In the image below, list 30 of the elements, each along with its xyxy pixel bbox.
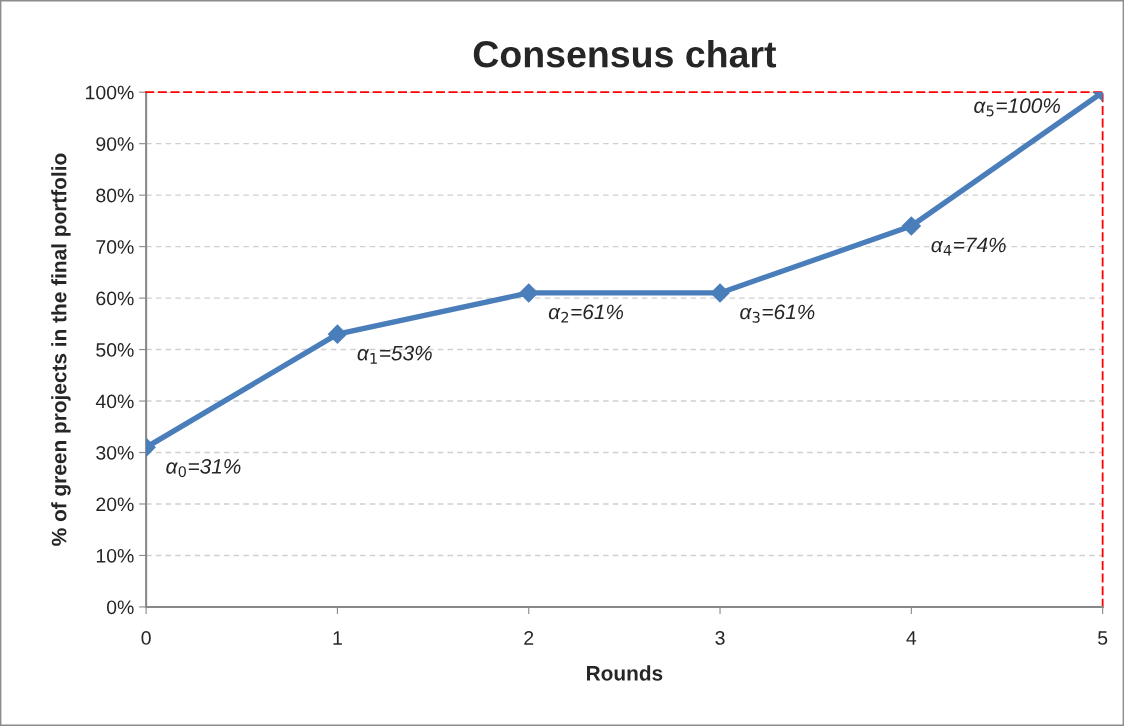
- y-tick-label: 90%: [96, 137, 134, 151]
- x-tick-label: 4: [906, 631, 917, 645]
- x-tick-label: 1: [333, 631, 342, 645]
- y-tick-label: 20%: [96, 497, 134, 512]
- x-tick-label: 2: [524, 631, 534, 645]
- y-tick-label: 50%: [96, 343, 134, 357]
- data-label: α$_{4}$=74%: [931, 237, 1006, 256]
- y-tick-label: 30%: [96, 445, 134, 460]
- y-tick-label: 0%: [106, 600, 134, 615]
- y-axis-title: % of green projects in the final portfolio: [51, 153, 71, 546]
- y-tick-label: 100%: [86, 85, 134, 100]
- data-label: α$_{1}$=53%: [357, 345, 432, 364]
- data-label: α$_{2}$=61%: [548, 304, 624, 323]
- y-tick-label: 40%: [95, 394, 134, 409]
- y-tick-label: 70%: [96, 240, 134, 254]
- data-label: α$_{0}$=31%: [166, 458, 241, 478]
- point: [518, 283, 539, 303]
- point: [710, 283, 730, 303]
- y-tick-label: 60%: [96, 291, 134, 306]
- data-label: α$_{3}$=61%: [740, 304, 815, 323]
- point: [327, 324, 348, 344]
- x-tick-label: 5: [1098, 631, 1108, 645]
- data-label: α$_{5}$=100%: [974, 98, 1060, 117]
- y-tick-label: 80%: [96, 188, 134, 203]
- y-tick-label: 10%: [96, 548, 134, 563]
- chart-title: Consensus chart: [473, 40, 777, 68]
- x-axis-title: Rounds: [587, 665, 663, 681]
- x-tick-label: 0: [141, 631, 151, 645]
- x-tick-label: 3: [715, 631, 725, 645]
- point: [901, 216, 922, 236]
